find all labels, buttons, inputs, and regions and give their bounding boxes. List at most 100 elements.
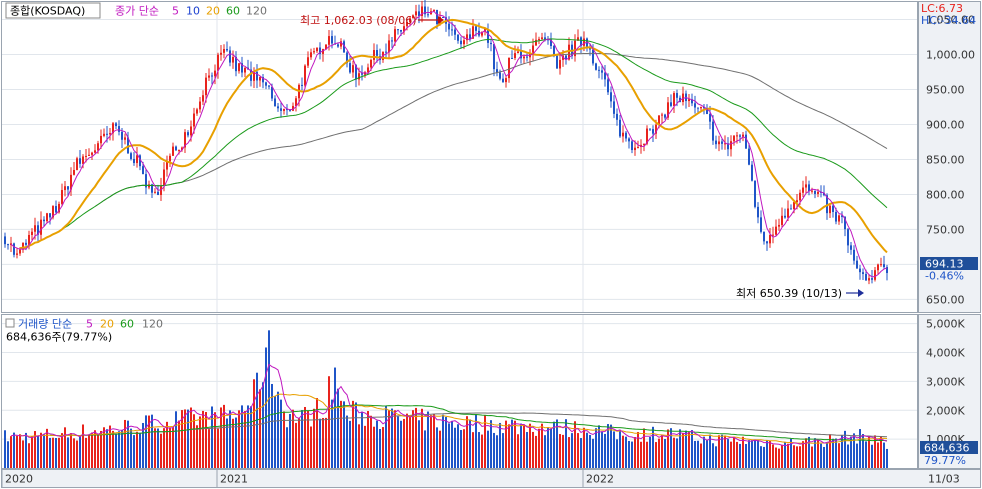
volume-bar xyxy=(868,436,870,468)
volume-bar xyxy=(865,441,867,468)
volume-bar xyxy=(22,440,24,468)
candle-body xyxy=(700,106,702,109)
volume-bar xyxy=(163,428,165,468)
volume-bar xyxy=(727,439,729,468)
candle-body xyxy=(151,184,153,193)
candle-body xyxy=(214,70,216,77)
candle-body xyxy=(223,48,225,53)
volume-bar xyxy=(679,429,681,468)
volume-bar xyxy=(199,416,201,468)
volume-bar xyxy=(511,419,513,468)
candle-body xyxy=(61,190,63,204)
candle-body xyxy=(670,102,672,106)
candle-body xyxy=(460,40,462,45)
candle-body xyxy=(643,143,645,145)
volume-bar xyxy=(463,429,465,468)
volume-bar xyxy=(694,440,696,468)
candle-body xyxy=(7,244,9,246)
volume-bar xyxy=(478,432,480,468)
candle-body xyxy=(469,34,471,39)
volume-bar xyxy=(94,430,96,468)
candle-body xyxy=(394,29,396,42)
volume-bar xyxy=(109,425,111,468)
candle-body xyxy=(268,85,270,87)
current-price-box xyxy=(920,257,978,270)
candle-body xyxy=(514,53,516,59)
candle-body xyxy=(325,44,327,50)
candle-body xyxy=(172,146,174,156)
price-panel[interactable] xyxy=(1,1,918,313)
candle-body xyxy=(205,77,207,96)
candle-body xyxy=(250,69,252,81)
volume-bar xyxy=(370,415,372,468)
volume-bar xyxy=(127,420,129,468)
volume-bar xyxy=(118,431,120,468)
candle-body xyxy=(688,99,690,102)
volume-bar xyxy=(208,429,210,468)
volume-bar xyxy=(79,435,81,468)
candle-body xyxy=(637,146,639,148)
volume-bar xyxy=(418,420,420,468)
candle-body xyxy=(169,155,171,162)
candle-body xyxy=(499,72,501,79)
candle-body xyxy=(682,93,684,103)
volume-bar xyxy=(385,406,387,468)
price-tick-label: 750.00 xyxy=(926,223,965,236)
candle-body xyxy=(781,215,783,225)
volume-bar xyxy=(133,435,135,468)
volume-bar xyxy=(538,428,540,468)
volume-bar xyxy=(793,445,795,468)
candle-body xyxy=(181,147,183,150)
volume-bar xyxy=(703,436,705,468)
candle-body xyxy=(574,40,576,57)
volume-bar xyxy=(814,438,816,468)
candle-body xyxy=(88,154,90,156)
volume-bar xyxy=(799,446,801,468)
candle-body xyxy=(613,101,615,114)
candle-body xyxy=(64,186,66,191)
candle-body xyxy=(202,95,204,102)
candle-body xyxy=(406,21,408,27)
volume-bar xyxy=(883,442,885,468)
index-title: 종합(KOSDAQ) xyxy=(10,5,85,18)
volume-bar xyxy=(484,415,486,468)
volume-bar xyxy=(244,411,246,468)
candle-body xyxy=(187,132,189,136)
volume-bar xyxy=(451,420,453,468)
current-volume-ratio: 79.77% xyxy=(924,454,966,467)
volume-bar xyxy=(688,431,690,468)
candle-body xyxy=(715,140,717,145)
candle-body xyxy=(55,206,57,213)
volume-panel[interactable] xyxy=(1,314,918,469)
candle-body xyxy=(235,56,237,72)
volume-bar xyxy=(604,433,606,468)
candle-body xyxy=(409,18,411,22)
candle-body xyxy=(745,134,747,149)
volume-bar xyxy=(763,446,765,468)
volume-bar xyxy=(154,428,156,468)
candle-body xyxy=(13,243,15,255)
volume-bar xyxy=(115,433,117,468)
volume-bar xyxy=(58,437,60,468)
candle-body xyxy=(778,224,780,227)
candle-body xyxy=(442,16,444,18)
low-annotation: 최저 650.39 (10/13) xyxy=(736,287,842,300)
volume-bar xyxy=(571,433,573,468)
volume-bar xyxy=(673,437,675,468)
candle-body xyxy=(631,141,633,151)
candle-body xyxy=(580,37,582,46)
volume-bar xyxy=(592,438,594,468)
volume-bar xyxy=(841,435,843,468)
candle-body xyxy=(697,107,699,109)
x-tick-label: 11/03 xyxy=(928,473,960,486)
volume-bar xyxy=(700,443,702,468)
index-title-box[interactable] xyxy=(5,2,101,19)
volume-bar xyxy=(682,433,684,468)
volume-bar xyxy=(289,413,291,468)
candle-body xyxy=(766,241,768,244)
volume-bar xyxy=(121,430,123,468)
volume-bar xyxy=(712,443,714,468)
volume-bar xyxy=(778,448,780,468)
candle-body xyxy=(622,132,624,137)
volume-bar xyxy=(784,441,786,468)
